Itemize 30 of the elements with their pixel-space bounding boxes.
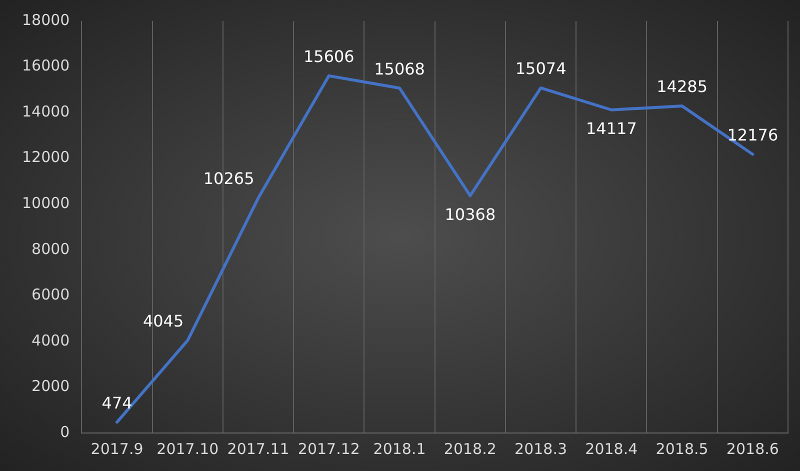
- y-tick-label: 18000: [22, 10, 70, 29]
- y-tick-label: 16000: [22, 56, 70, 75]
- x-tick-label: 2018.1: [373, 440, 426, 458]
- x-tick-label: 2018.3: [514, 440, 568, 458]
- x-tick-label: 2018.6: [726, 440, 779, 458]
- data-label: 474: [102, 393, 132, 412]
- x-tick-label: 2017.11: [227, 440, 290, 458]
- y-tick-label: 6000: [32, 286, 70, 304]
- data-label: 4045: [142, 312, 184, 331]
- y-tick-label: 12000: [22, 148, 70, 166]
- y-tick-label: 8000: [32, 240, 70, 258]
- x-tick-label: 2017.9: [90, 440, 144, 458]
- x-tick-label: 2017.12: [298, 440, 360, 458]
- data-label: 14285: [656, 77, 708, 96]
- data-label: 15068: [374, 59, 425, 78]
- x-tick-label: 2018.5: [656, 440, 708, 458]
- x-tick-label: 2018.4: [585, 440, 638, 458]
- y-tick-label: 2000: [32, 377, 70, 396]
- x-tick-label: 2018.2: [444, 440, 496, 458]
- data-label: 12176: [727, 125, 778, 144]
- y-tick-label: 0: [60, 422, 70, 441]
- data-label: 15074: [515, 59, 566, 78]
- data-label: 10265: [203, 169, 254, 188]
- data-label: 15606: [303, 46, 354, 66]
- data-label: 10368: [444, 204, 496, 224]
- y-tick-label: 4000: [32, 331, 70, 350]
- data-label: 14117: [586, 119, 637, 138]
- y-tick-label: 10000: [22, 194, 70, 212]
- x-tick-label: 2017.10: [156, 440, 219, 458]
- y-tick-label: 14000: [22, 102, 70, 120]
